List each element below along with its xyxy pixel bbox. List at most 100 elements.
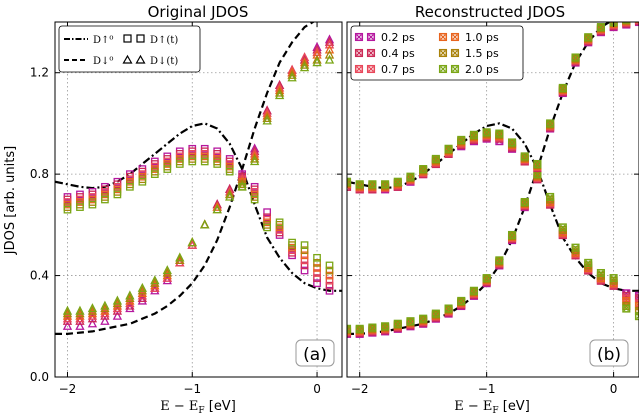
legend-label: 1.0 ps [465, 31, 499, 44]
data-point-down [87, 303, 98, 313]
data-point-down [150, 277, 160, 287]
reference-curve-up [55, 122, 342, 292]
legend-marker [354, 32, 364, 42]
legend-marker [354, 64, 364, 74]
data-point-down [249, 150, 260, 161]
data-point-down [62, 313, 73, 323]
data-point-up [313, 264, 321, 272]
data-point-up-cross [522, 153, 528, 160]
data-point-down-cross [598, 25, 604, 31]
data-point-down [507, 230, 517, 240]
legend-marker-cross [440, 34, 446, 40]
data-point-up-cross [407, 173, 414, 180]
data-point-down-cross [347, 326, 350, 332]
data-point-up [300, 266, 309, 275]
x-tick-label: 0 [610, 382, 618, 396]
data-point-down-cross [522, 199, 528, 205]
data-point-up [495, 129, 504, 138]
plot-area-a [55, 22, 342, 335]
data-point-down [125, 303, 135, 313]
data-point-up-frame [507, 138, 517, 147]
data-point-down [137, 287, 148, 297]
data-point-down [112, 303, 123, 313]
data-point-down [175, 252, 185, 262]
data-point-up-frame [622, 296, 631, 305]
panel-b-x-axis-label: E − EF [eV] [454, 399, 530, 415]
data-point-up-frame [444, 144, 453, 153]
data-point-up-cross [369, 181, 376, 188]
data-point-down-frame [596, 23, 605, 32]
legend-b: 0.2 ps 0.4 ps 0.7 ps 1.0 ps 1.5 ps 2.0 ps [350, 25, 524, 81]
legend-label: D↑⁰ [93, 35, 113, 46]
data-point-down [225, 191, 235, 201]
data-point-up-cross [560, 224, 566, 231]
legend-marker-cross [356, 66, 362, 72]
data-point-up-frame [393, 177, 402, 186]
data-point-down [469, 286, 479, 295]
legend-label: 0.4 ps [381, 47, 415, 60]
legend-marker-cross [368, 50, 374, 56]
data-point-up [175, 160, 184, 168]
data-point-up-frame [469, 130, 479, 139]
legend-marker-cross [368, 34, 374, 40]
data-point-down [125, 292, 135, 303]
data-point-down-cross [369, 324, 376, 331]
data-point-down [419, 314, 428, 323]
axes-frame [54, 21, 343, 378]
legend-marker-cross [452, 66, 458, 72]
data-point-up [558, 223, 567, 232]
data-point-up-frame [634, 312, 639, 321]
data-point-up [300, 261, 309, 270]
data-point-up [482, 128, 491, 137]
data-point-down-cross [382, 323, 388, 330]
data-point-up-cross [433, 156, 439, 162]
data-point-up [150, 170, 159, 178]
data-point-up-frame [571, 243, 580, 252]
data-point-up-frame [584, 258, 593, 267]
data-point-down-frame [482, 274, 491, 283]
data-point-up-frame [457, 135, 466, 144]
data-point-down-frame [381, 322, 390, 331]
data-point-up-frame [634, 294, 639, 303]
data-point-down [75, 313, 85, 323]
panel-b-title: Reconstructed JDOS [415, 3, 565, 21]
data-point-up [76, 203, 84, 211]
data-point-down [262, 115, 272, 125]
data-point-down-cross [624, 22, 629, 23]
legend-label: D↑(t) [150, 35, 178, 46]
data-point-down [558, 83, 567, 92]
data-point-down [137, 292, 148, 303]
data-point-up [275, 218, 284, 227]
panel-a-x-axis-label: E − EF [eV] [160, 399, 236, 415]
data-point-down [62, 305, 73, 315]
data-point-up [300, 246, 309, 255]
x-tick-label: −2 [351, 382, 369, 396]
data-point-down [125, 298, 135, 308]
data-point-up-cross [395, 179, 401, 185]
plot-area-b [347, 22, 639, 338]
data-point-down-frame [507, 230, 517, 240]
data-point-up-cross [598, 270, 604, 276]
data-point-down [187, 237, 197, 247]
data-point-up [200, 157, 209, 166]
data-point-down [100, 315, 110, 325]
data-point-down-cross [445, 305, 452, 312]
data-point-down [100, 305, 110, 315]
data-point-up-frame [419, 165, 428, 174]
data-point-down-cross [534, 161, 541, 167]
data-point-down [495, 256, 504, 265]
data-point-down [137, 290, 148, 300]
data-point-down [212, 199, 222, 209]
data-point-down [162, 270, 172, 280]
data-point-up [507, 138, 517, 147]
data-point-down [137, 295, 148, 305]
data-point-down [112, 298, 123, 308]
data-point-down-frame [368, 323, 377, 332]
data-point-down-frame [406, 317, 415, 326]
data-point-up [313, 279, 321, 288]
data-point-down [355, 324, 364, 333]
data-point-up [325, 271, 334, 280]
legend-label: 0.7 ps [381, 63, 415, 76]
data-point-down [100, 310, 110, 320]
legend-marker-cross [368, 66, 374, 72]
